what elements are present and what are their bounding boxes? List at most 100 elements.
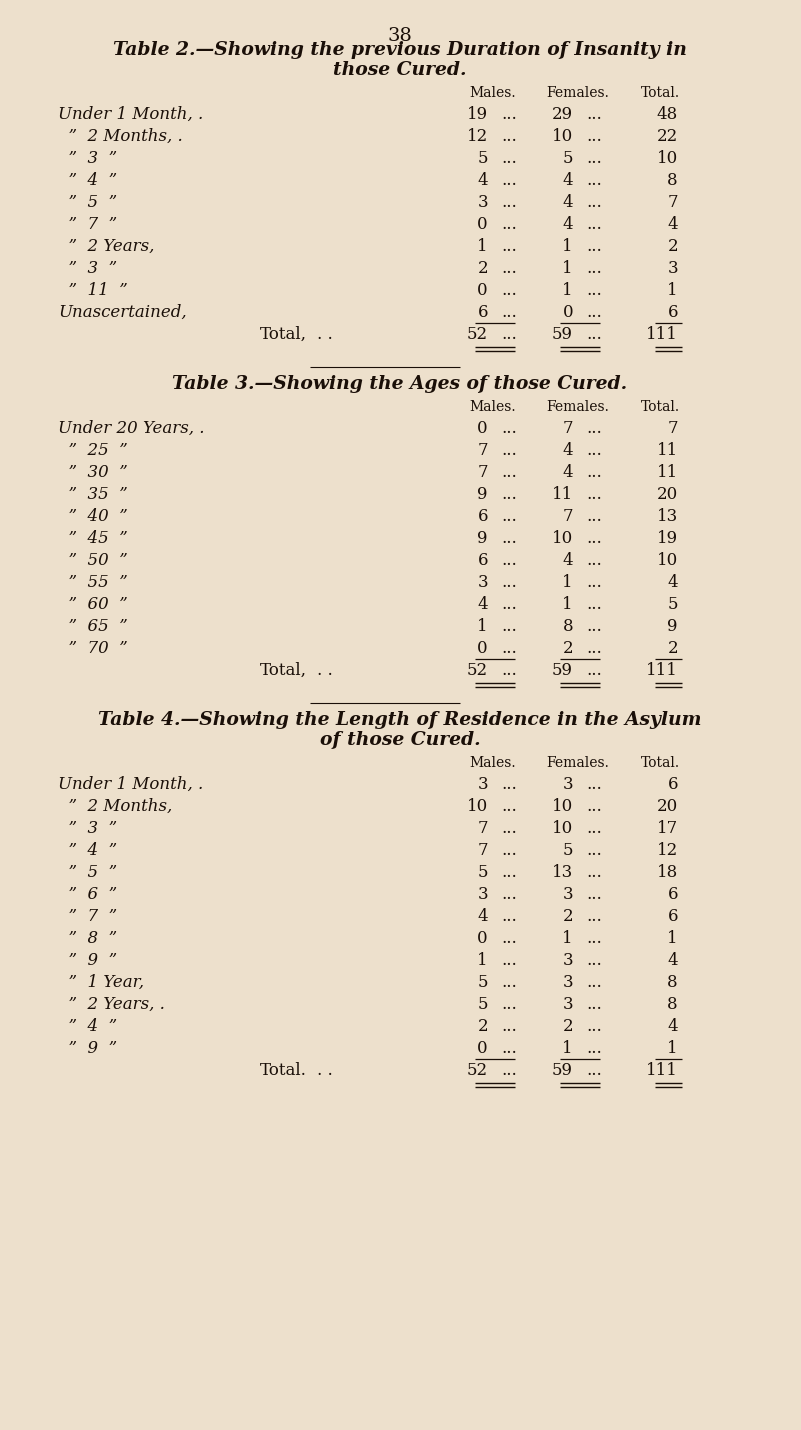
Text: ”  30  ”: ” 30 ” [58,463,127,480]
Text: ”  35  ”: ” 35 ” [58,486,127,503]
Text: ”  2 Months,: ” 2 Months, [58,798,172,815]
Text: 7: 7 [562,508,573,525]
Text: ...: ... [501,150,517,167]
Text: 52: 52 [467,326,488,343]
Text: ”  45  ”: ” 45 ” [58,531,127,548]
Text: 7: 7 [477,442,488,459]
Text: ...: ... [586,129,602,144]
Text: 8: 8 [667,974,678,991]
Text: 4: 4 [562,463,573,480]
Text: 20: 20 [657,486,678,503]
Text: ”  3  ”: ” 3 ” [58,260,117,277]
Text: those Cured.: those Cured. [333,61,467,79]
Text: ”  8  ”: ” 8 ” [58,930,117,947]
Text: ...: ... [586,172,602,189]
Text: ...: ... [501,930,517,947]
Text: ”  65  ”: ” 65 ” [58,618,127,635]
Text: 11: 11 [657,463,678,480]
Text: ”  1 Year,: ” 1 Year, [58,974,144,991]
Text: Males.: Males. [469,400,517,415]
Text: 10: 10 [552,798,573,815]
Text: ...: ... [501,798,517,815]
Text: Table 4.—Showing the Length of Residence in the Asylum: Table 4.—Showing the Length of Residence… [99,711,702,729]
Text: ...: ... [501,420,517,438]
Text: ...: ... [586,552,602,569]
Text: ...: ... [586,618,602,635]
Text: 5: 5 [667,596,678,613]
Text: ...: ... [501,463,517,480]
Text: 10: 10 [657,552,678,569]
Text: 12: 12 [657,842,678,859]
Text: 1: 1 [667,282,678,299]
Text: 0: 0 [477,1040,488,1057]
Text: 5: 5 [562,150,573,167]
Text: 18: 18 [657,864,678,881]
Text: ...: ... [586,150,602,167]
Text: ...: ... [586,842,602,859]
Text: Table 3.—Showing the Ages of those Cured.: Table 3.—Showing the Ages of those Cured… [172,375,627,393]
Text: 8: 8 [667,997,678,1012]
Text: ”  9  ”: ” 9 ” [58,1040,117,1057]
Text: ...: ... [501,552,517,569]
Text: ...: ... [586,930,602,947]
Text: 9: 9 [477,486,488,503]
Text: 5: 5 [477,864,488,881]
Text: Total,: Total, [260,326,307,343]
Text: Females.: Females. [546,86,610,100]
Text: 52: 52 [467,662,488,679]
Text: 3: 3 [562,776,573,794]
Text: ...: ... [501,641,517,656]
Text: 10: 10 [552,819,573,837]
Text: 1: 1 [562,596,573,613]
Text: ...: ... [501,172,517,189]
Text: ”  3  ”: ” 3 ” [58,819,117,837]
Text: 6: 6 [667,776,678,794]
Text: 10: 10 [552,531,573,548]
Text: . .: . . [317,1062,332,1080]
Text: 10: 10 [657,150,678,167]
Text: 3: 3 [477,194,488,212]
Text: 111: 111 [646,326,678,343]
Text: ...: ... [586,662,602,679]
Text: 3: 3 [562,952,573,970]
Text: 1: 1 [562,260,573,277]
Text: Males.: Males. [469,756,517,769]
Text: 13: 13 [657,508,678,525]
Text: ...: ... [501,106,517,123]
Text: 2: 2 [477,260,488,277]
Text: 12: 12 [467,129,488,144]
Text: ...: ... [586,194,602,212]
Text: ”  9  ”: ” 9 ” [58,952,117,970]
Text: ...: ... [501,442,517,459]
Text: ...: ... [586,864,602,881]
Text: ”  5  ”: ” 5 ” [58,194,117,212]
Text: ”  4  ”: ” 4 ” [58,842,117,859]
Text: ”  50  ”: ” 50 ” [58,552,127,569]
Text: ...: ... [501,776,517,794]
Text: 4: 4 [667,216,678,233]
Text: 1: 1 [477,952,488,970]
Text: 1: 1 [667,1040,678,1057]
Text: 59: 59 [552,1062,573,1080]
Text: ...: ... [586,1040,602,1057]
Text: 2: 2 [562,641,573,656]
Text: ...: ... [501,974,517,991]
Text: 6: 6 [667,305,678,320]
Text: 111: 111 [646,1062,678,1080]
Text: 6: 6 [477,305,488,320]
Text: 2: 2 [562,1018,573,1035]
Text: 0: 0 [477,282,488,299]
Text: ...: ... [586,282,602,299]
Text: ...: ... [501,1040,517,1057]
Text: 3: 3 [562,997,573,1012]
Text: ...: ... [501,997,517,1012]
Text: 8: 8 [562,618,573,635]
Text: Total.: Total. [641,756,679,769]
Text: ”  2 Months, .: ” 2 Months, . [58,129,183,144]
Text: ...: ... [586,819,602,837]
Text: 3: 3 [562,974,573,991]
Text: ...: ... [501,282,517,299]
Text: 4: 4 [562,194,573,212]
Text: 7: 7 [667,420,678,438]
Text: ...: ... [586,106,602,123]
